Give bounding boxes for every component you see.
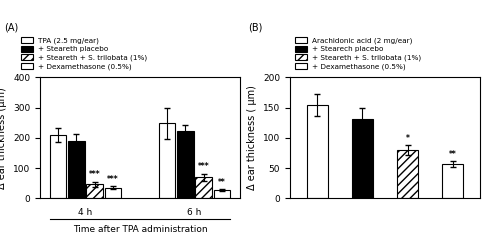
Bar — [306, 105, 328, 198]
Bar — [50, 135, 66, 198]
Text: (A): (A) — [4, 23, 18, 33]
Text: ***: *** — [88, 170, 101, 179]
Text: **: ** — [449, 150, 456, 159]
Y-axis label: Δ ear thickness (μm): Δ ear thickness (μm) — [0, 87, 8, 189]
Bar — [178, 131, 194, 198]
Text: *: * — [406, 134, 409, 143]
Bar — [214, 190, 230, 198]
Bar — [68, 141, 84, 198]
Bar — [397, 150, 418, 198]
Legend: Arachidonic acid (2 mg/ear), + Stearech placebo, + Steareth + S. trilobata (1%),: Arachidonic acid (2 mg/ear), + Stearech … — [294, 36, 423, 71]
Legend: TPA (2.5 mg/ear), + Steareth placebo, + Steareth + S. trilobata (1%), + Dexameth: TPA (2.5 mg/ear), + Steareth placebo, + … — [20, 36, 149, 71]
Bar — [196, 177, 212, 198]
Bar — [159, 123, 176, 198]
Bar — [104, 188, 121, 198]
Bar — [86, 184, 102, 198]
Text: (B): (B) — [248, 23, 262, 33]
Text: ***: *** — [107, 175, 118, 184]
Y-axis label: Δ ear thickness ( μm): Δ ear thickness ( μm) — [248, 85, 258, 190]
Bar — [352, 119, 373, 198]
Text: **: ** — [218, 178, 226, 187]
Bar — [442, 164, 464, 198]
Text: ***: *** — [198, 162, 209, 171]
Text: Time after TPA administration: Time after TPA administration — [72, 225, 208, 234]
